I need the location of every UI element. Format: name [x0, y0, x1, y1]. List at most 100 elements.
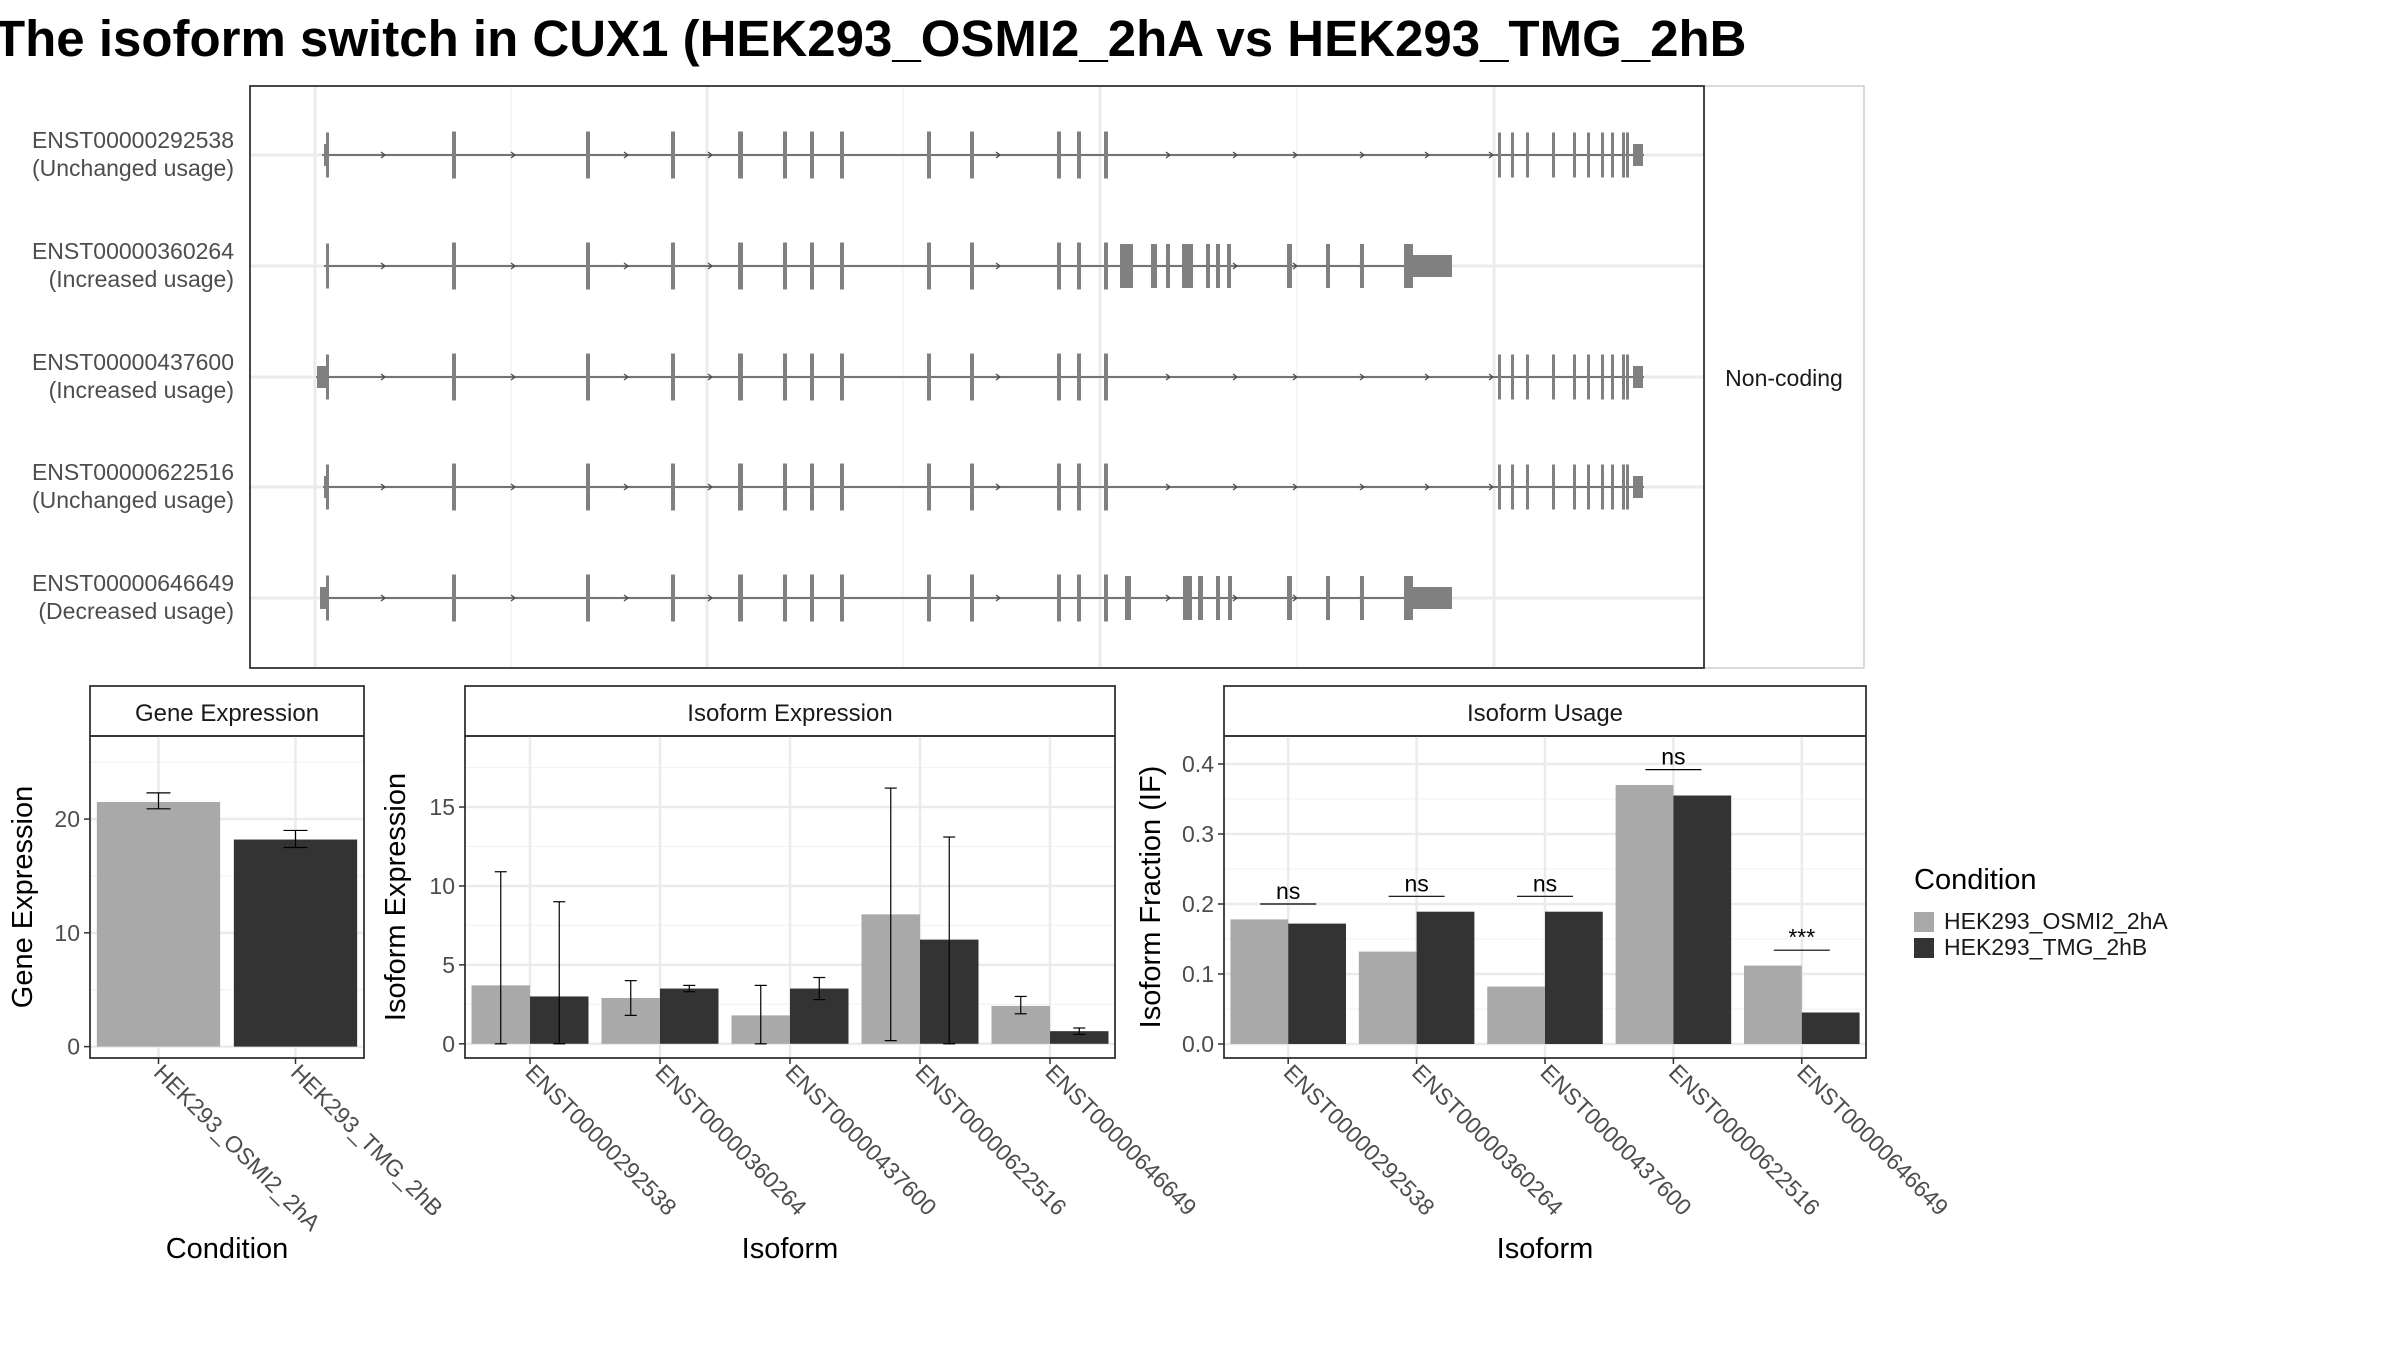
exon: [671, 463, 675, 511]
strand-arrow: [1232, 483, 1239, 491]
bar-ENST00000646649-HEK293_OSMI2_2hA: [1744, 965, 1802, 1044]
exon: [452, 463, 456, 511]
transcript-model-ENST00000360264: [324, 242, 1452, 290]
strand-arrow: [380, 594, 387, 602]
exon: [326, 132, 329, 178]
strand-arrow: [510, 262, 517, 270]
x-axis-title: Isoform: [742, 1233, 839, 1265]
exon: [1587, 464, 1590, 510]
bar-ENST00000622516-HEK293_TMG_2hB: [1673, 795, 1732, 1044]
exon: [738, 131, 743, 179]
exon: [1125, 576, 1131, 620]
strand-arrow: [707, 594, 714, 602]
exon: [1166, 244, 1170, 288]
exon: [1198, 576, 1203, 620]
exon: [1626, 132, 1629, 178]
exon: [586, 463, 590, 511]
exon: [1183, 576, 1192, 620]
exon: [1633, 476, 1643, 498]
transcript-usage-label: (Increased usage): [49, 266, 234, 292]
exon: [586, 131, 590, 179]
exon: [1077, 242, 1081, 290]
condition-legend: Condition HEK293_OSMI2_2hA HEK293_TMG_2h…: [1914, 864, 2168, 960]
exon: [970, 353, 974, 401]
bar-ENST00000360264-HEK293_OSMI2_2hA: [1358, 951, 1417, 1044]
exon: [671, 353, 675, 401]
exon: [783, 463, 787, 511]
exon: [1077, 353, 1081, 401]
strand-arrow: [1488, 483, 1495, 491]
bar-charts: Gene Expression01020HEK293_OSMI2_2hAHEK2…: [7, 685, 1954, 1265]
exon: [1104, 463, 1108, 511]
exon: [671, 131, 675, 179]
chart-isoform-expression: Isoform Expression051015ENST00000292538E…: [380, 685, 1202, 1265]
exon: [1552, 132, 1555, 178]
exon: [840, 574, 844, 622]
panel-strip: [89, 685, 365, 737]
strand-arrow: [510, 373, 517, 381]
strand-arrow: [1359, 483, 1366, 491]
exon: [970, 574, 974, 622]
strand-arrow: [1292, 483, 1299, 491]
exon: [783, 131, 787, 179]
strand-arrow: [380, 151, 387, 159]
transcript-model-ENST00000646649: [320, 574, 1452, 622]
exon: [738, 574, 743, 622]
strand-arrow: [995, 373, 1002, 381]
exon: [1077, 463, 1081, 511]
strand-arrow: [1232, 373, 1239, 381]
exon: [927, 131, 931, 179]
strand-arrow: [380, 373, 387, 381]
strand-arrow: [1424, 151, 1431, 159]
bar-ENST00000360264-HEK293_TMG_2hB: [660, 988, 719, 1044]
y-tick-label: 0: [67, 1034, 80, 1060]
exon: [1498, 464, 1501, 510]
exon: [1077, 574, 1081, 622]
exon: [1626, 464, 1629, 510]
exon: [1057, 463, 1061, 511]
strand-arrow: [1165, 373, 1172, 381]
exon: [1360, 244, 1364, 288]
legend-swatch-cond2: [1914, 938, 1934, 958]
y-tick-label: 0.3: [1182, 821, 1214, 847]
exon: [326, 354, 329, 400]
exon: [1498, 132, 1501, 178]
exon: [1601, 464, 1604, 510]
y-tick-label: 5: [442, 952, 455, 978]
y-axis-title: Isoform Expression: [380, 773, 412, 1021]
transcript-usage-label: (Decreased usage): [38, 598, 234, 624]
exon: [927, 353, 931, 401]
exon: [452, 353, 456, 401]
transcript-id-label: ENST00000646649: [32, 570, 234, 596]
exon: [810, 242, 814, 290]
exon: [1511, 354, 1514, 400]
transcript-model-ENST00000292538: [322, 131, 1644, 179]
exon: [1526, 464, 1529, 510]
exon: [1511, 464, 1514, 510]
exon: [326, 243, 329, 289]
significance-label: ns: [1533, 870, 1557, 896]
y-tick-label: 0.1: [1182, 961, 1214, 987]
exon: [1573, 464, 1576, 510]
exon: [783, 353, 787, 401]
exon: [1326, 244, 1330, 288]
strand-arrow: [510, 151, 517, 159]
y-tick-label: 0.0: [1182, 1031, 1214, 1057]
exon: [1587, 132, 1590, 178]
exon: [1573, 354, 1576, 400]
exon: [738, 463, 743, 511]
exon: [1206, 244, 1210, 288]
exon: [1498, 354, 1501, 400]
exon: [840, 131, 844, 179]
y-tick-label: 15: [429, 794, 455, 820]
exon: [671, 574, 675, 622]
bar-ENST00000360264-HEK293_TMG_2hB: [1416, 911, 1475, 1044]
exon: [586, 353, 590, 401]
strand-arrow: [995, 262, 1002, 270]
bar-HEK293_OSMI2_2hA: [96, 801, 221, 1047]
strand-arrow: [707, 262, 714, 270]
strand-arrow: [1359, 151, 1366, 159]
bar-ENST00000437600-HEK293_OSMI2_2hA: [1487, 986, 1545, 1044]
strand-arrow: [1359, 373, 1366, 381]
